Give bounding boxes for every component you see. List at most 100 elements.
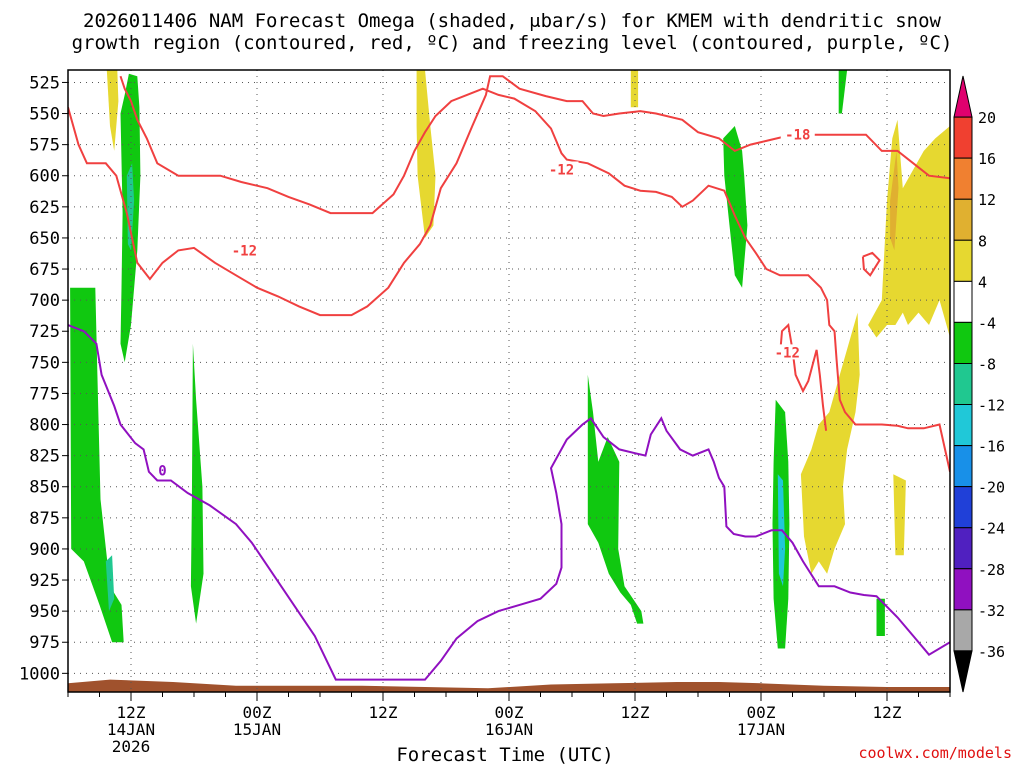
colorbar-bin-1 — [953, 116, 973, 159]
x-tick-date-6: 14JAN — [107, 720, 155, 739]
y-tick-label-675: 675 — [29, 260, 60, 280]
isotherm-label-3-bg — [780, 126, 815, 142]
colorbar-label-9: -20 — [978, 479, 1005, 497]
y-tick-label-850: 850 — [29, 478, 60, 498]
omega-region-ascent-17jan-late-lower — [876, 598, 885, 636]
omega-region-ascent-14jan-early-lower-core — [105, 555, 115, 612]
colorbar-label-13: -36 — [978, 643, 1005, 661]
contours: -12 -12 -12 -18 0 — [68, 75, 950, 681]
colorbar-bin-13 — [953, 609, 973, 652]
x-axis-title: Forecast Time (UTC) — [396, 744, 614, 766]
y-tick-label-700: 700 — [29, 291, 60, 311]
colorbar-label-11: -28 — [978, 561, 1005, 579]
omega-region-sink-15jan — [416, 70, 436, 238]
y-tick-label-625: 625 — [29, 198, 60, 218]
terrain — [68, 679, 950, 692]
x-tick-time-6: 12Z — [117, 703, 146, 722]
colorbar-label-7: -12 — [978, 397, 1005, 415]
x-tick-time-30: 12Z — [369, 703, 398, 722]
freezing-level-line — [68, 324, 950, 681]
x-tick-time-18: 00Z — [243, 703, 272, 722]
x-tick-time-78: 12Z — [873, 703, 902, 722]
omega-region-sink-14jan-early — [106, 70, 119, 151]
isotherm-label-0: -12 — [227, 242, 262, 259]
isotherm-label-1-text: -12 — [549, 163, 574, 179]
y-tick-label-525: 525 — [29, 73, 60, 93]
colorbar-bin-4 — [953, 239, 973, 282]
omega-region-sink-17jan-late-upper — [868, 119, 950, 338]
colorbar-bin-2 — [953, 157, 973, 200]
isotherm-label-2-bg — [770, 344, 805, 360]
isotherm-label-1: -12 — [544, 161, 579, 179]
x-tick-year-6: 2026 — [112, 737, 151, 756]
x-tick-time-42: 00Z — [495, 703, 524, 722]
omega-region-sink-16jan-top — [630, 70, 639, 108]
credit-text: coolwx.com/models — [858, 744, 1012, 762]
colorbar-bin-0 — [953, 75, 973, 118]
y-tick-label-825: 825 — [29, 447, 60, 467]
colorbar-bin-7 — [953, 362, 973, 406]
x-tick-date-66: 17JAN — [737, 720, 785, 739]
y-tick-label-775: 775 — [29, 384, 60, 404]
terrain-fill — [68, 679, 950, 692]
isotherm-label-3-text: -18 — [785, 128, 810, 144]
colorbar-label-4: 4 — [978, 273, 987, 291]
y-tick-label-750: 750 — [29, 353, 60, 373]
colorbar-label-6: -8 — [978, 355, 996, 373]
y-tick-label-975: 975 — [29, 633, 60, 653]
chart-title-line1: 2026011406 NAM Forecast Omega (shaded, μ… — [83, 10, 941, 32]
omega-region-ascent-14jan-early-upper-core — [126, 163, 135, 251]
x-tick-time-54: 12Z — [621, 703, 650, 722]
colorbar-label-1: 16 — [978, 150, 996, 168]
colorbar-bin-9 — [953, 445, 973, 488]
omega-region-sink-17jan-late-lower-b — [893, 474, 906, 556]
y-tick-label-800: 800 — [29, 416, 60, 436]
omega-region-ascent-14jan-mid — [190, 343, 204, 624]
omega-region-ascent-16jan-mid — [587, 374, 644, 624]
colorbar-label-3: 8 — [978, 232, 987, 250]
y-tick-label-725: 725 — [29, 322, 60, 342]
colorbar-bin-6 — [953, 321, 973, 364]
gridlines — [68, 70, 950, 692]
y-tick-label-1000: 1000 — [19, 664, 60, 684]
y-tick-label-950: 950 — [29, 602, 60, 622]
omega-region-ascent-17jan-upper — [723, 126, 748, 288]
colorbar-label-8: -16 — [978, 438, 1005, 456]
colorbar-label-2: 12 — [978, 191, 996, 209]
y-tick-label-650: 650 — [29, 229, 60, 249]
isotherm-label-1-bg — [544, 161, 579, 177]
x-tick-time-66: 00Z — [747, 703, 776, 722]
colorbar-bin-10 — [953, 486, 973, 529]
isotherm-label-0-text: -12 — [232, 243, 257, 259]
colorbar-bin-3 — [953, 198, 973, 241]
y-axis: 525 550 575 600 625 650 675 700 725 750 775 800 825 8… — [19, 73, 68, 684]
isotherm-line-2 — [778, 322, 828, 431]
colorbar-label-0: 20 — [978, 109, 996, 127]
isotherm-label-2-text: -12 — [775, 345, 800, 361]
isotherm-line-4 — [861, 251, 881, 277]
colorbar-label-5: -4 — [978, 314, 996, 332]
omega-region-sink-17jan-late-lower — [800, 312, 860, 574]
colorbar-label-10: -24 — [978, 520, 1005, 538]
freezing-level-label: 0 — [155, 462, 170, 480]
y-tick-label-600: 600 — [29, 167, 60, 187]
omega-shading — [70, 70, 950, 649]
isotherm-label-3: -18 — [780, 126, 815, 144]
y-tick-label-875: 875 — [29, 509, 60, 529]
isotherm-label-2: -12 — [770, 344, 805, 361]
x-tick-date-18: 15JAN — [233, 720, 281, 739]
colorbar-bin-12 — [953, 568, 973, 611]
colorbar-bin-11 — [953, 527, 973, 570]
freezing-level-label-text: 0 — [158, 464, 166, 480]
freezing-level-label-bg — [155, 462, 170, 478]
y-tick-label-575: 575 — [29, 136, 60, 156]
isotherm-line-1 — [119, 75, 950, 473]
colorbar-label-12: -32 — [978, 602, 1005, 620]
y-tick-label-550: 550 — [29, 105, 60, 125]
colorbar-bin-5 — [953, 280, 973, 323]
omega-region-ascent-14jan-early-lower — [70, 287, 124, 643]
y-tick-label-925: 925 — [29, 571, 60, 591]
chart-title-line2: growth region (contoured, red, ºC) and f… — [71, 32, 953, 54]
